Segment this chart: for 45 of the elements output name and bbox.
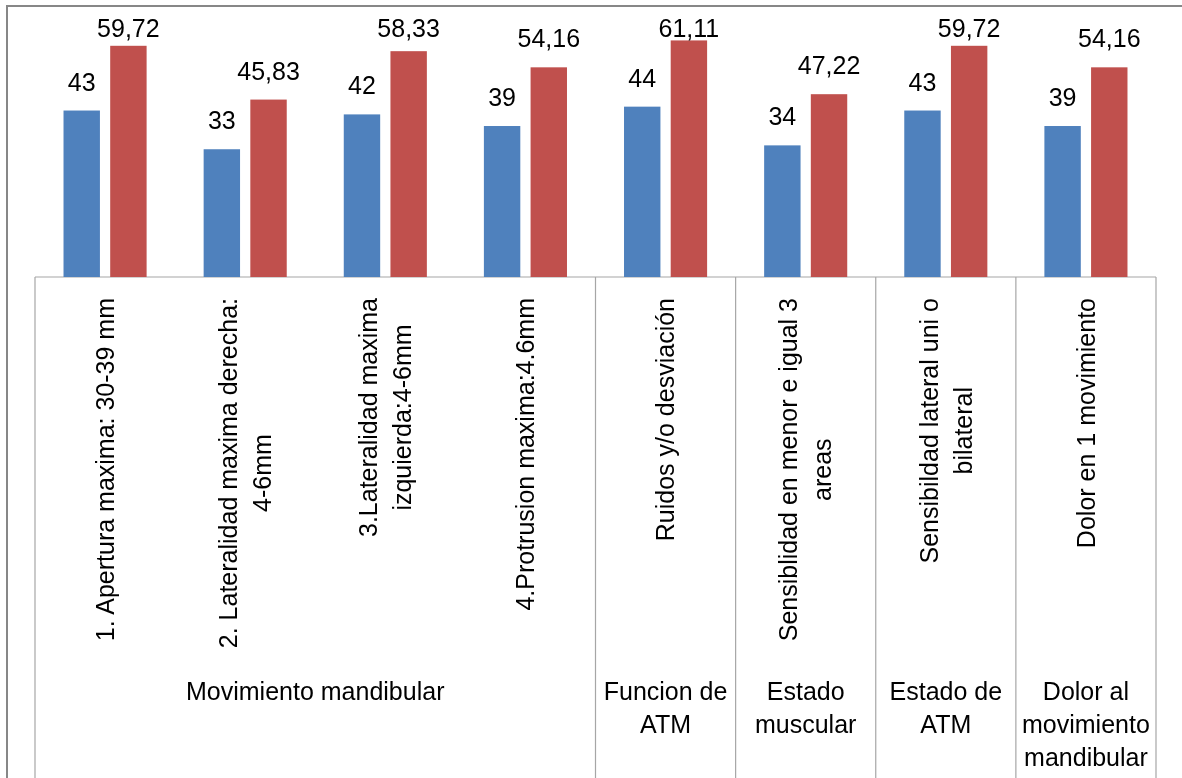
bar [530,67,567,277]
data-label: 54,16 [1078,24,1141,53]
bar [203,149,241,277]
data-label: 39 [488,83,516,112]
bar [110,45,147,277]
data-label: 61,11 [658,14,720,42]
bar [950,45,988,277]
bar [390,51,427,277]
bar [764,145,801,277]
data-label: 59,72 [937,14,1001,42]
text: Funcion de ATM [603,677,728,738]
text: Estado muscular [754,677,857,738]
data-label: 42 [348,71,376,100]
bar [624,106,661,277]
x-tick-label: 3.Lateralidad maxima izquierda:4-6mm [354,297,417,538]
data-label: 34 [768,102,797,131]
data-label: 45,83 [237,56,300,85]
x-tick-label: Ruidos y/o desviación [651,298,680,542]
data-label: 58,33 [377,14,440,42]
bar [1091,67,1128,277]
bar [343,114,381,277]
text: Dolor al movimiento mandibular [1022,677,1150,771]
data-label: 43 [908,67,937,96]
data-label: 33 [207,106,236,135]
x-tick-label: Sensibildad lateral uni o bilateral [914,298,977,564]
data-label: 43 [67,67,96,96]
data-label: 39 [1048,83,1077,112]
x-tick-label: 1. Apertura maxima: 30-39 mm [90,298,119,642]
data-label: 54,16 [517,24,581,53]
text: Estado de ATM [889,677,1003,738]
bar [63,110,100,277]
bar [1044,126,1081,277]
bar [483,126,521,277]
x-tick-label: Sensiblidad en menor e igual 3 areas [774,298,837,642]
bar [670,40,708,277]
x-tick-label: 2. Lateralidad maxima derecha: 4-6mm [213,298,276,649]
bar [250,99,287,277]
data-label: 59,72 [97,14,160,42]
bar [904,110,941,277]
x-tick-label: 4.Protrusion maxima:4.6mm [511,298,540,611]
text: Movimiento mandibular [186,677,445,705]
bar [810,94,848,277]
data-label: 44 [628,63,657,92]
x-tick-label: Dolor en 1 movimiento [1071,298,1100,549]
data-label: 47,22 [797,51,861,80]
